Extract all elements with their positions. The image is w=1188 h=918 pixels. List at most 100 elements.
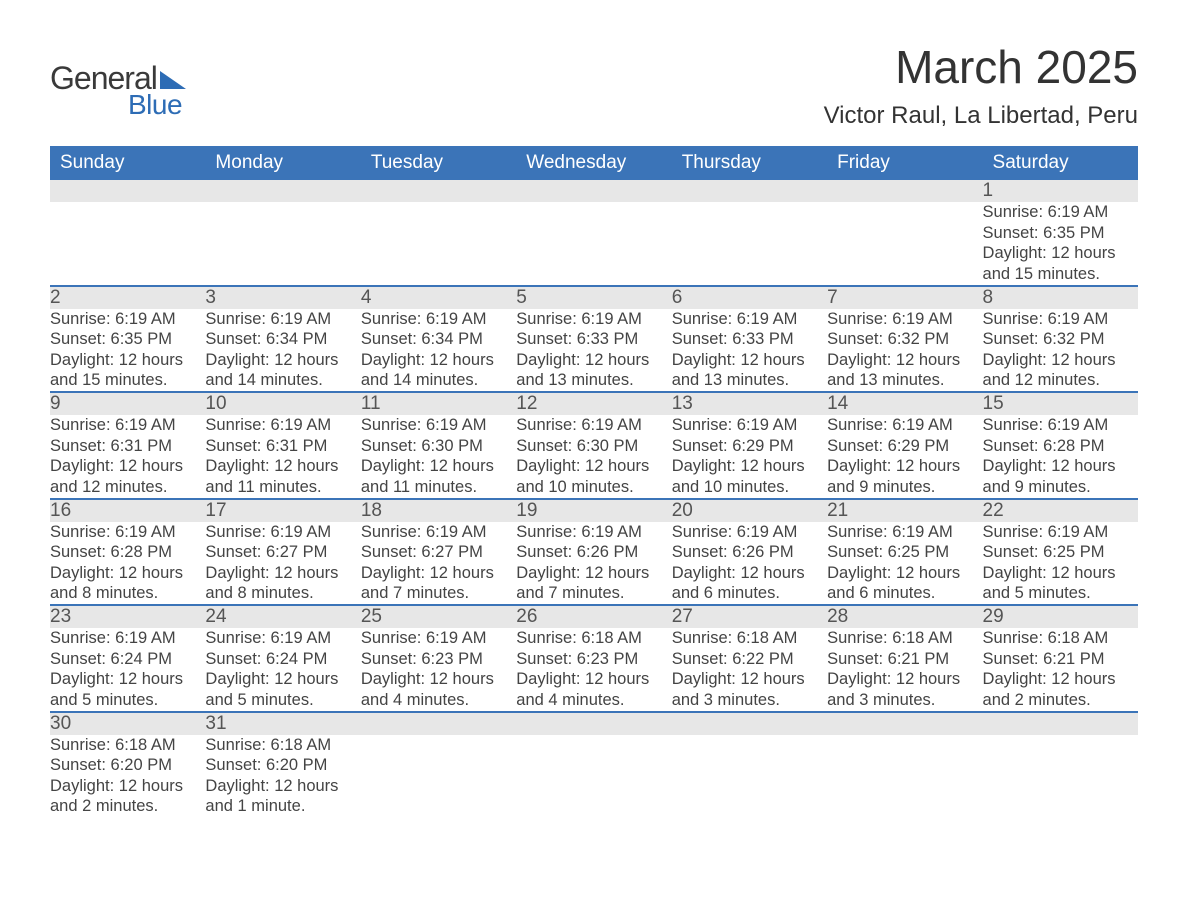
- sunset-line: Sunset: 6:30 PM: [361, 437, 483, 455]
- sunrise-line: Sunrise: 6:19 AM: [983, 310, 1109, 328]
- sunset-line: Sunset: 6:22 PM: [672, 650, 794, 668]
- day-detail-cell: Sunrise: 6:19 AMSunset: 6:35 PMDaylight:…: [983, 202, 1138, 286]
- day-number-cell: 17: [205, 499, 360, 522]
- sunset-line: Sunset: 6:30 PM: [516, 437, 638, 455]
- day-detail-cell: [983, 735, 1138, 818]
- sunrise-line: Sunrise: 6:18 AM: [827, 629, 953, 647]
- day-number-row: 9101112131415: [50, 392, 1138, 415]
- sunrise-line: Sunrise: 6:19 AM: [361, 629, 487, 647]
- day-detail-cell: Sunrise: 6:19 AMSunset: 6:26 PMDaylight:…: [516, 522, 671, 606]
- daylight-line: Daylight: 12 hours and 5 minutes.: [983, 564, 1116, 603]
- day-detail-cell: [827, 202, 982, 286]
- day-number-cell: 6: [672, 286, 827, 309]
- day-number-cell: 21: [827, 499, 982, 522]
- day-detail-cell: Sunrise: 6:18 AMSunset: 6:22 PMDaylight:…: [672, 628, 827, 712]
- day-detail-cell: Sunrise: 6:19 AMSunset: 6:30 PMDaylight:…: [516, 415, 671, 499]
- day-number-cell: 2: [50, 286, 205, 309]
- day-number-cell: 22: [983, 499, 1138, 522]
- sunset-line: Sunset: 6:34 PM: [361, 330, 483, 348]
- daylight-line: Daylight: 12 hours and 8 minutes.: [205, 564, 338, 603]
- day-detail-cell: Sunrise: 6:19 AMSunset: 6:25 PMDaylight:…: [983, 522, 1138, 606]
- day-detail-cell: Sunrise: 6:18 AMSunset: 6:20 PMDaylight:…: [205, 735, 360, 818]
- daylight-line: Daylight: 12 hours and 15 minutes.: [50, 351, 183, 390]
- sunrise-line: Sunrise: 6:19 AM: [50, 310, 176, 328]
- col-tuesday: Tuesday: [361, 146, 516, 180]
- header: General Blue March 2025 Victor Raul, La …: [50, 40, 1138, 130]
- daylight-line: Daylight: 12 hours and 1 minute.: [205, 777, 338, 816]
- day-number-cell: [361, 180, 516, 202]
- day-number-cell: 24: [205, 605, 360, 628]
- sunset-line: Sunset: 6:31 PM: [205, 437, 327, 455]
- day-number-cell: 1: [983, 180, 1138, 202]
- day-detail-cell: Sunrise: 6:19 AMSunset: 6:26 PMDaylight:…: [672, 522, 827, 606]
- daylight-line: Daylight: 12 hours and 10 minutes.: [672, 457, 805, 496]
- day-number-cell: [983, 712, 1138, 735]
- sunrise-line: Sunrise: 6:19 AM: [827, 310, 953, 328]
- sunrise-line: Sunrise: 6:19 AM: [516, 523, 642, 541]
- sunrise-line: Sunrise: 6:19 AM: [672, 310, 798, 328]
- daylight-line: Daylight: 12 hours and 14 minutes.: [361, 351, 494, 390]
- day-number-cell: 19: [516, 499, 671, 522]
- day-number-row: 1: [50, 180, 1138, 202]
- day-number-cell: 29: [983, 605, 1138, 628]
- sunrise-line: Sunrise: 6:19 AM: [827, 416, 953, 434]
- day-detail-cell: Sunrise: 6:19 AMSunset: 6:28 PMDaylight:…: [50, 522, 205, 606]
- day-number-cell: 31: [205, 712, 360, 735]
- day-number-cell: [516, 712, 671, 735]
- day-number-cell: [361, 712, 516, 735]
- sunset-line: Sunset: 6:27 PM: [205, 543, 327, 561]
- daylight-line: Daylight: 12 hours and 13 minutes.: [827, 351, 960, 390]
- col-sunday: Sunday: [50, 146, 205, 180]
- day-number-cell: [672, 180, 827, 202]
- day-detail-cell: Sunrise: 6:19 AMSunset: 6:32 PMDaylight:…: [983, 309, 1138, 393]
- sunset-line: Sunset: 6:35 PM: [983, 224, 1105, 242]
- sunrise-line: Sunrise: 6:19 AM: [361, 416, 487, 434]
- day-detail-row: Sunrise: 6:18 AMSunset: 6:20 PMDaylight:…: [50, 735, 1138, 818]
- day-detail-cell: Sunrise: 6:18 AMSunset: 6:23 PMDaylight:…: [516, 628, 671, 712]
- day-detail-cell: Sunrise: 6:19 AMSunset: 6:28 PMDaylight:…: [983, 415, 1138, 499]
- sunrise-line: Sunrise: 6:19 AM: [50, 416, 176, 434]
- sunrise-line: Sunrise: 6:19 AM: [361, 310, 487, 328]
- day-detail-cell: [672, 735, 827, 818]
- daylight-line: Daylight: 12 hours and 11 minutes.: [205, 457, 338, 496]
- col-thursday: Thursday: [672, 146, 827, 180]
- day-detail-cell: Sunrise: 6:19 AMSunset: 6:29 PMDaylight:…: [672, 415, 827, 499]
- day-detail-cell: Sunrise: 6:19 AMSunset: 6:24 PMDaylight:…: [50, 628, 205, 712]
- day-number-cell: 4: [361, 286, 516, 309]
- col-wednesday: Wednesday: [516, 146, 671, 180]
- daylight-line: Daylight: 12 hours and 5 minutes.: [50, 670, 183, 709]
- daylight-line: Daylight: 12 hours and 13 minutes.: [672, 351, 805, 390]
- sunset-line: Sunset: 6:32 PM: [983, 330, 1105, 348]
- daylight-line: Daylight: 12 hours and 11 minutes.: [361, 457, 494, 496]
- day-detail-cell: Sunrise: 6:19 AMSunset: 6:33 PMDaylight:…: [516, 309, 671, 393]
- day-detail-cell: [672, 202, 827, 286]
- daylight-line: Daylight: 12 hours and 8 minutes.: [50, 564, 183, 603]
- sunset-line: Sunset: 6:27 PM: [361, 543, 483, 561]
- day-number-cell: 15: [983, 392, 1138, 415]
- day-detail-cell: Sunrise: 6:19 AM Sunset: 6:34 PM Daylight:…: [361, 309, 516, 393]
- day-number-cell: 18: [361, 499, 516, 522]
- sunset-line: Sunset: 6:33 PM: [516, 330, 638, 348]
- sunset-line: Sunset: 6:23 PM: [361, 650, 483, 668]
- sunset-line: Sunset: 6:29 PM: [672, 437, 794, 455]
- daylight-line: Daylight: 12 hours and 6 minutes.: [827, 564, 960, 603]
- sunrise-line: Sunrise: 6:19 AM: [983, 203, 1109, 221]
- day-number-cell: [827, 712, 982, 735]
- day-detail-row: Sunrise: 6:19 AMSunset: 6:28 PMDaylight:…: [50, 522, 1138, 606]
- sunset-line: Sunset: 6:21 PM: [827, 650, 949, 668]
- day-detail-cell: Sunrise: 6:19 AMSunset: 6:24 PMDaylight:…: [205, 628, 360, 712]
- daylight-line: Daylight: 12 hours and 4 minutes.: [361, 670, 494, 709]
- day-detail-cell: [361, 202, 516, 286]
- day-detail-cell: Sunrise: 6:19 AMSunset: 6:27 PMDaylight:…: [205, 522, 360, 606]
- daylight-line: Daylight: 12 hours and 4 minutes.: [516, 670, 649, 709]
- day-detail-row: Sunrise: 6:19 AM Sunset: 6:31 PM Daylight:…: [50, 415, 1138, 499]
- day-number-cell: 23: [50, 605, 205, 628]
- sunrise-line: Sunrise: 6:19 AM: [205, 310, 331, 328]
- day-number-cell: [516, 180, 671, 202]
- sunrise-line: Sunrise: 6:18 AM: [983, 629, 1109, 647]
- sunrise-line: Sunrise: 6:19 AM: [983, 416, 1109, 434]
- daylight-line: Daylight: 12 hours and 7 minutes.: [516, 564, 649, 603]
- day-number-cell: 27: [672, 605, 827, 628]
- day-number-row: 2345678: [50, 286, 1138, 309]
- logo: General Blue: [50, 60, 186, 121]
